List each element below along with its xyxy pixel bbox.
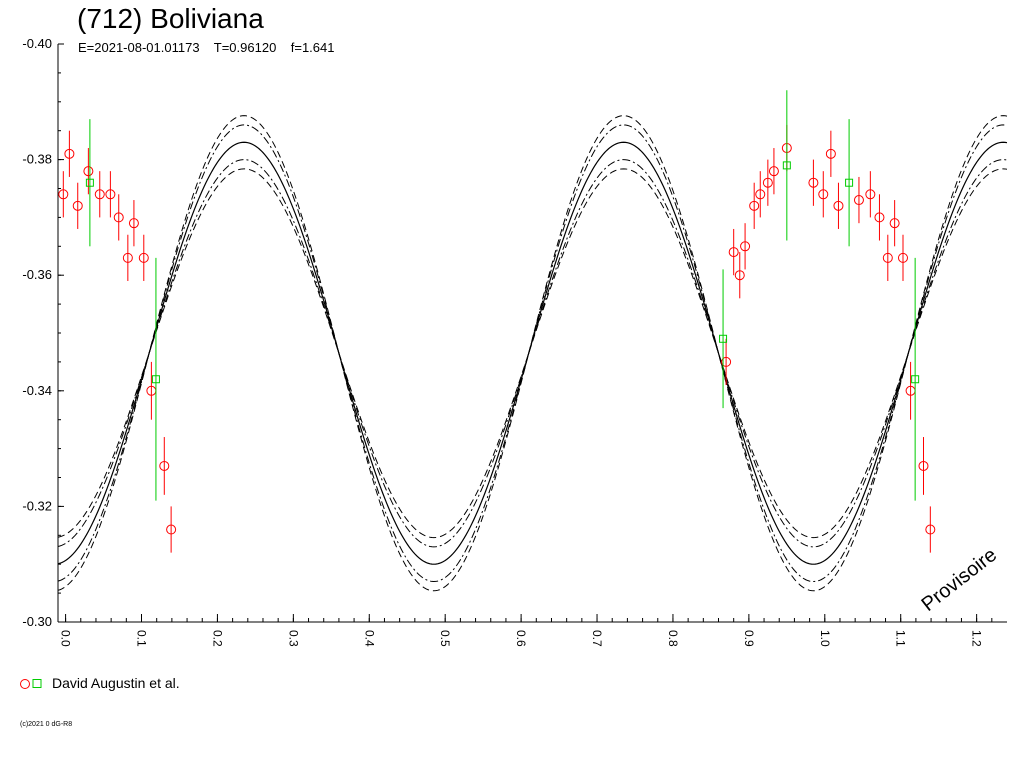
data-point-red (721, 356, 732, 367)
x-tick-label: 0.1 (135, 630, 149, 647)
data-point-red (749, 200, 760, 211)
data-point-red (734, 270, 745, 281)
data-point-red (818, 189, 829, 200)
tick-labels: -0.30 -0.32 -0.34 -0.36 -0.38 -0.40 0.0 0.1 0.2 0… (22, 36, 983, 647)
data-point-red (166, 524, 177, 535)
data-point-green (911, 375, 920, 384)
data-point-red (159, 460, 170, 471)
y-tick-label: -0.32 (22, 498, 52, 513)
data-point-red (94, 189, 105, 200)
x-tick-label: 0.3 (286, 630, 300, 647)
data-point-red (122, 252, 133, 263)
data-point-green (845, 178, 854, 187)
x-tick-label: 0.9 (742, 630, 756, 647)
data-point-red (897, 252, 908, 263)
ephemeris-line: E=2021-08-01.01173 T=0.96120 f=1.641 (78, 40, 335, 55)
data-point-red (874, 212, 885, 223)
data-point-red (833, 200, 844, 211)
legend: David Augustin et al. (20, 674, 180, 692)
watermark-text: Provisoire (918, 544, 1002, 616)
data-point-green (719, 334, 728, 343)
data-point-green (151, 375, 160, 384)
data-point-red (808, 177, 819, 188)
data-point-red (768, 166, 779, 177)
x-tick-label: 1.1 (894, 630, 908, 647)
y-tick-label: -0.30 (22, 614, 52, 629)
fit-curve-dashdot (57, 124, 1008, 583)
data-point-red (889, 218, 900, 229)
data-point-red (64, 148, 75, 159)
data-point-red (72, 200, 83, 211)
data-point-red (853, 195, 864, 206)
copyright-text: (c)2021 0 dG-R8 (20, 721, 73, 728)
data-point-red (865, 189, 876, 200)
x-tick-label: 0.7 (590, 630, 604, 647)
data-point-red (728, 247, 739, 258)
fit-curve-dashed (57, 168, 1008, 539)
data-point-red (113, 212, 124, 223)
x-tick-label: 1.0 (818, 630, 832, 647)
fit-curves (57, 115, 1008, 592)
x-tick-label: 1.2 (970, 630, 984, 647)
x-tick-label: 0.2 (210, 630, 224, 647)
data-point-red (128, 218, 139, 229)
data-point-red (58, 189, 69, 200)
data-point-red (882, 252, 893, 263)
legend-label: David Augustin et al. (52, 675, 180, 691)
data-point-red (740, 241, 751, 252)
data-point-red (138, 252, 149, 263)
data-point-red (825, 148, 836, 159)
data-point-green (782, 161, 791, 170)
data-point-red (83, 166, 94, 177)
y-tick-label: -0.40 (22, 36, 52, 51)
fit-curve-main (57, 141, 1008, 565)
x-tick-label: 0.8 (666, 630, 680, 647)
x-tick-label: 0.5 (438, 630, 452, 647)
x-tick-label: 0.6 (514, 630, 528, 647)
axes (57, 43, 1007, 623)
fit-curve-dashdot (57, 159, 1008, 548)
y-tick-label: -0.36 (22, 267, 52, 282)
observations (58, 90, 936, 553)
data-point-red (918, 460, 929, 471)
legend-marker-green (32, 676, 44, 690)
data-point-red (755, 189, 766, 200)
y-tick-label: -0.34 (22, 383, 52, 398)
data-point-red (925, 524, 936, 535)
y-tick-label: -0.38 (22, 152, 52, 167)
data-point-red (762, 177, 773, 188)
data-point-green (85, 178, 94, 187)
data-point-red (105, 189, 116, 200)
chart-title: (712) Boliviana (77, 3, 264, 34)
x-tick-label: 0.0 (59, 630, 73, 647)
fit-curve-dashed (57, 115, 1008, 592)
legend-marker-red (20, 676, 32, 690)
x-tick-label: 0.4 (362, 630, 376, 647)
